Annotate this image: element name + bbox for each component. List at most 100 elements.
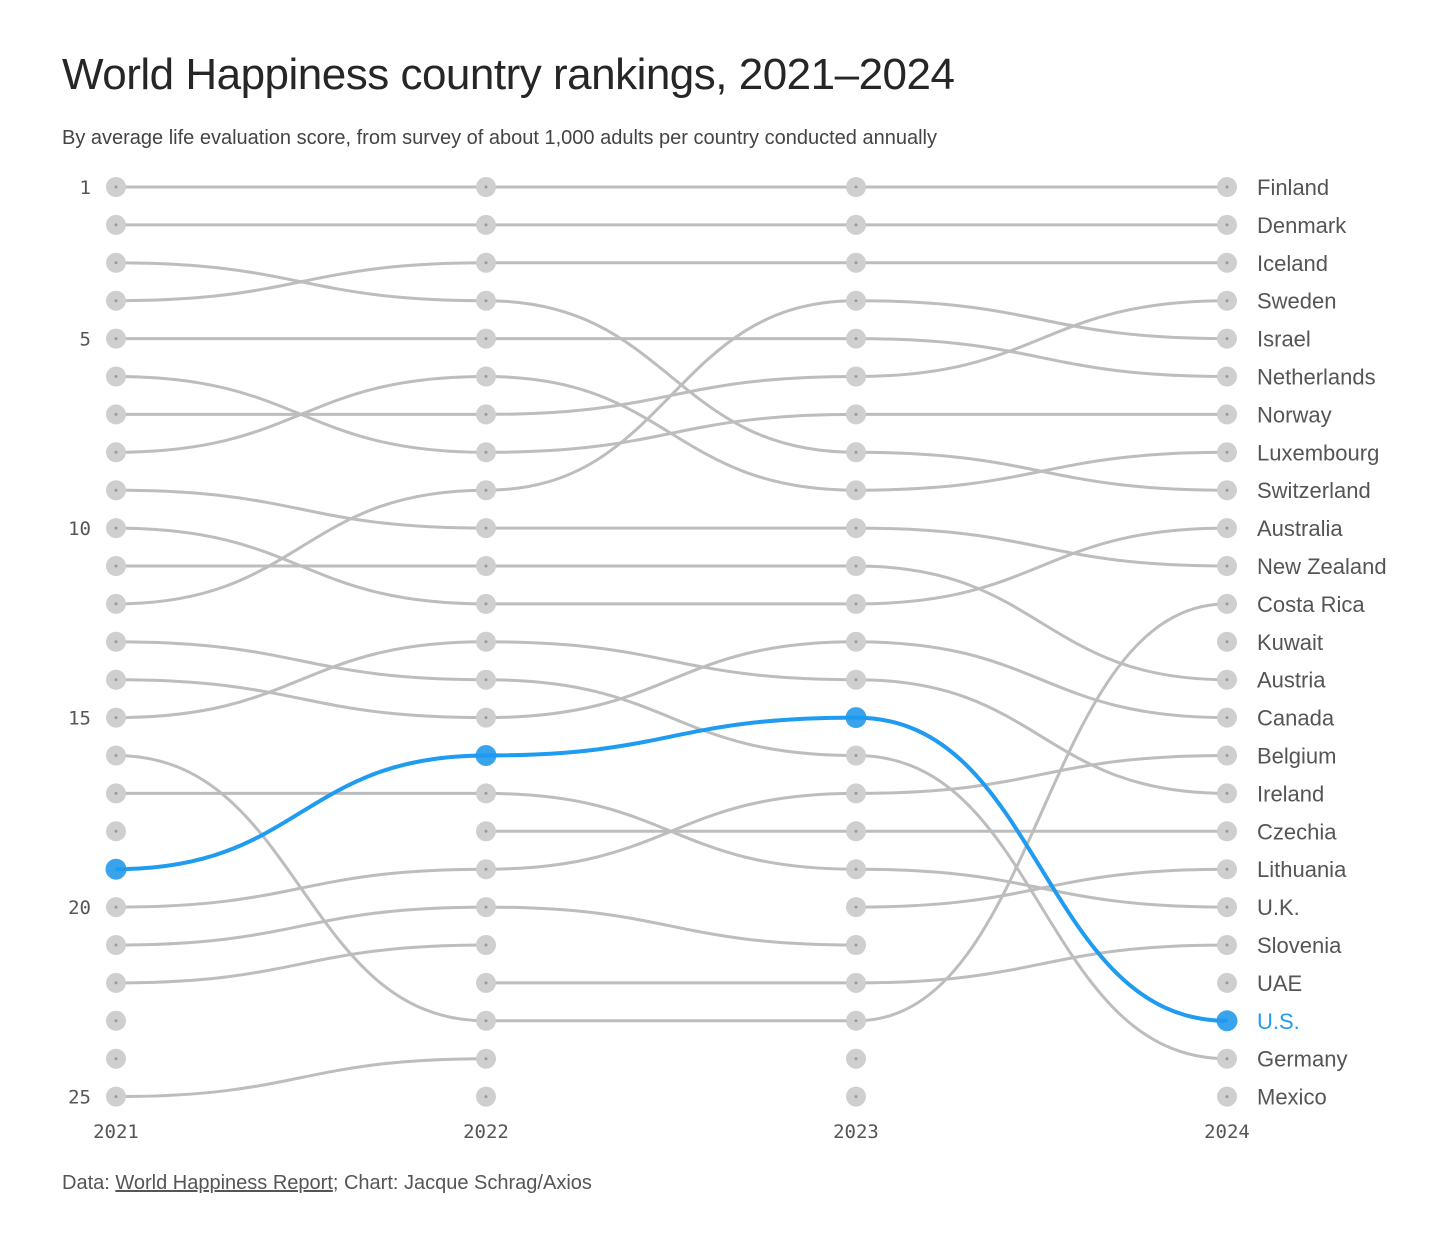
rank-dot-center-2021-14 (114, 678, 118, 682)
highlight-point-2023 (845, 707, 867, 729)
series-line-germany (115, 640, 1228, 1061)
rank-dot-center-2024-2 (1225, 223, 1229, 227)
rank-dot-center-2023-2 (854, 223, 858, 227)
rank-dot-center-2021-1 (114, 185, 118, 189)
highlight-series (105, 707, 1238, 1032)
rank-dot-center-2021-21 (114, 943, 118, 947)
rank-dot-center-2023-7 (854, 412, 858, 416)
series-line-iceland (115, 261, 1227, 303)
chart-footer: Data: World Happiness Report; Chart: Jac… (62, 1172, 592, 1195)
rank-dot-center-2023-18 (854, 829, 858, 833)
rank-dot-center-2022-22 (484, 981, 488, 985)
rank-dot-center-2022-13 (484, 640, 488, 644)
data-source-link[interactable]: World Happiness Report (115, 1172, 333, 1194)
y-tick-5: 5 (80, 329, 91, 351)
rank-dot-center-2021-24 (114, 1057, 118, 1061)
rank-dot-center-2023-19 (854, 867, 858, 871)
rank-dot-center-2023-17 (854, 791, 858, 795)
rank-dot-center-2024-3 (1225, 261, 1229, 265)
series-line-israel (115, 299, 1228, 606)
rank-dot-center-2022-3 (484, 261, 488, 265)
y-tick-20: 20 (68, 897, 91, 919)
country-label-australia: Australia (1257, 516, 1343, 541)
country-label-u-s: U.S. (1257, 1009, 1300, 1034)
rank-dot-center-2023-3 (854, 261, 858, 265)
country-label-u-k: U.K. (1257, 895, 1300, 920)
highlight-point-2022 (475, 745, 497, 766)
country-labels: Finland Denmark Iceland Sweden Israel Netherl… (1257, 175, 1387, 1110)
country-label-sweden: Sweden (1257, 289, 1337, 314)
x-tick-2024: 2024 (1204, 1121, 1250, 1143)
rank-dot-center-2021-3 (114, 261, 118, 265)
rank-dot-center-2024-8 (1225, 450, 1229, 454)
rank-dot-center-2022-1 (484, 185, 488, 189)
rank-dot-center-2023-4 (854, 299, 858, 303)
rank-dot-center-2022-2 (484, 223, 488, 227)
country-label-lithuania: Lithuania (1257, 857, 1347, 882)
country-label-switzerland: Switzerland (1257, 478, 1371, 503)
rank-dot-center-2024-17 (1225, 791, 1229, 795)
rank-dot-center-2024-15 (1225, 716, 1229, 720)
rank-dot-center-2021-12 (114, 602, 118, 606)
rank-dot-center-2021-10 (114, 526, 118, 530)
rank-dot-center-2021-4 (114, 299, 118, 303)
x-tick-2023: 2023 (833, 1121, 879, 1143)
series-line-switzerland (115, 261, 1228, 492)
rank-dot-center-2021-11 (114, 564, 118, 568)
rank-dot-center-2022-17 (484, 791, 488, 795)
rank-dot-center-2024-21 (1225, 943, 1229, 947)
rank-dot-center-2022-15 (484, 716, 488, 720)
country-label-uae: UAE (1257, 971, 1302, 996)
rank-dot-center-2024-11 (1225, 564, 1229, 568)
rank-dot-center-2023-10 (854, 526, 858, 530)
rank-dot-center-2022-23 (484, 1019, 488, 1023)
rank-dot-center-2023-20 (854, 905, 858, 909)
rank-dot-center-2021-15 (114, 716, 118, 720)
rank-dot-center-2024-14 (1225, 678, 1229, 682)
country-label-finland: Finland (1257, 175, 1329, 200)
country-label-denmark: Denmark (1257, 213, 1347, 238)
rank-dot-center-2023-14 (854, 678, 858, 682)
rank-dot-center-2021-22 (114, 981, 118, 985)
rank-dot-center-2024-16 (1225, 754, 1229, 757)
rank-dot-center-2021-6 (114, 375, 118, 378)
rank-dot-center-2024-18 (1225, 829, 1229, 833)
rank-dot-center-2023-23 (854, 1019, 858, 1023)
rank-dot-center-2021-17 (114, 791, 118, 795)
rank-dot-center-2022-7 (484, 412, 488, 416)
rank-dot-center-2022-19 (484, 867, 488, 871)
rank-dot-center-2021-5 (114, 337, 118, 341)
series-line-costa-rica (115, 602, 1228, 1023)
rank-dot-center-2022-5 (484, 337, 488, 341)
rank-dot-center-2024-5 (1225, 337, 1229, 341)
country-label-iceland: Iceland (1257, 251, 1328, 276)
highlight-point-2021 (105, 858, 127, 880)
chart-title: World Happiness country rankings, 2021–2… (62, 50, 955, 99)
country-label-slovenia: Slovenia (1257, 933, 1342, 958)
series-line-u-k (116, 791, 1228, 909)
rank-dot-center-2024-10 (1225, 526, 1229, 530)
rank-dot-center-2023-11 (854, 564, 858, 568)
country-label-ireland: Ireland (1257, 781, 1324, 806)
rank-dot-center-2023-6 (854, 375, 858, 378)
rank-dot-center-2022-14 (484, 678, 488, 682)
y-tick-25: 25 (68, 1087, 91, 1109)
rank-dot-center-2023-1 (854, 185, 858, 189)
rank-dots (106, 177, 1237, 1107)
rank-dot-center-2022-8 (484, 450, 488, 454)
country-label-mexico: Mexico (1257, 1085, 1327, 1110)
rank-dot-center-2024-1 (1225, 185, 1229, 189)
rank-dot-center-2024-19 (1225, 867, 1229, 871)
rank-dot-center-2023-12 (854, 602, 858, 606)
rank-dot-center-2023-9 (854, 488, 858, 492)
rank-dot-center-2022-9 (484, 488, 488, 492)
rank-dot-center-2022-6 (484, 375, 488, 378)
country-label-norway: Norway (1257, 402, 1332, 427)
country-label-canada: Canada (1257, 706, 1335, 731)
rank-dot-center-2024-4 (1225, 299, 1229, 303)
rank-dot-center-2022-24 (484, 1057, 488, 1061)
country-label-kuwait: Kuwait (1257, 630, 1323, 655)
series-line-unlabeled-26 (115, 943, 487, 985)
